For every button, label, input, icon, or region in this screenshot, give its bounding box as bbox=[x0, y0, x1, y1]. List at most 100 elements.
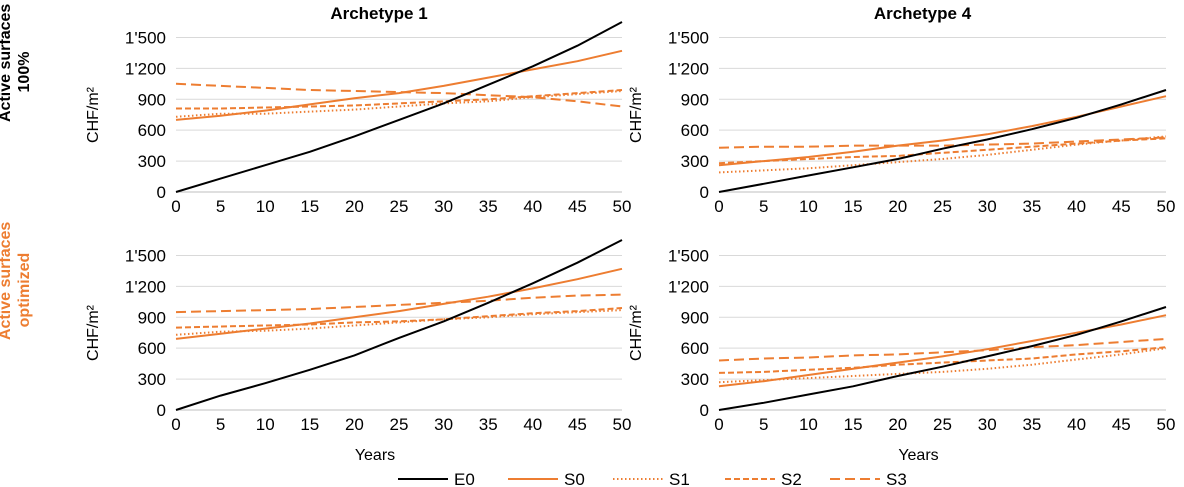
x-tick-label: 15 bbox=[300, 197, 319, 216]
legend-item-s1: S1 bbox=[613, 470, 690, 487]
x-tick-label: 30 bbox=[978, 197, 997, 216]
x-tick-label: 35 bbox=[1022, 415, 1041, 434]
x-tick-label: 15 bbox=[844, 415, 863, 434]
x-tick-label: 25 bbox=[933, 197, 952, 216]
y-tick-label: 900 bbox=[681, 90, 709, 109]
x-tick-label: 45 bbox=[568, 197, 587, 216]
x-tick-label: 5 bbox=[216, 415, 225, 434]
y-tick-label: 900 bbox=[681, 308, 709, 327]
y-axis-label: CHF/m² bbox=[628, 86, 645, 143]
y-tick-label: 1'500 bbox=[668, 28, 709, 47]
x-axis-label: Years bbox=[898, 447, 938, 464]
series-line-s2 bbox=[718, 346, 1167, 374]
x-tick-label: 50 bbox=[1157, 415, 1176, 434]
y-tick-label: 300 bbox=[138, 370, 166, 389]
x-tick-label: 45 bbox=[568, 415, 587, 434]
panel-title: Archetype 1 bbox=[330, 4, 427, 23]
x-axis-label: Years bbox=[355, 447, 395, 464]
y-axis-label: CHF/m² bbox=[85, 86, 102, 143]
x-tick-label: 0 bbox=[714, 197, 723, 216]
x-tick-label: 15 bbox=[300, 415, 319, 434]
y-tick-label: 0 bbox=[157, 183, 166, 202]
y-tick-label: 1'500 bbox=[125, 28, 166, 47]
legend-label: S1 bbox=[669, 470, 690, 487]
y-tick-label: 0 bbox=[700, 401, 709, 420]
y-tick-label: 900 bbox=[138, 308, 166, 327]
x-tick-label: 45 bbox=[1112, 197, 1131, 216]
y-axis-label: CHF/m² bbox=[85, 304, 102, 361]
x-tick-label: 20 bbox=[345, 415, 364, 434]
x-tick-label: 0 bbox=[171, 197, 180, 216]
panel-1: 0 300 600 900 1'200 1'500 0 5 10 15 20 25 30 35 40 45 50… bbox=[85, 4, 631, 216]
x-tick-label: 20 bbox=[888, 197, 907, 216]
x-tick-label: 5 bbox=[216, 197, 225, 216]
x-tick-label: 0 bbox=[171, 415, 180, 434]
legend-label: S2 bbox=[781, 470, 802, 487]
x-tick-label: 20 bbox=[345, 197, 364, 216]
x-tick-label: 10 bbox=[799, 415, 818, 434]
legend-label: E0 bbox=[454, 470, 475, 487]
x-tick-label: 35 bbox=[479, 197, 498, 216]
x-tick-label: 45 bbox=[1112, 415, 1131, 434]
x-tick-label: 40 bbox=[523, 197, 542, 216]
x-tick-label: 35 bbox=[479, 415, 498, 434]
x-tick-label: 40 bbox=[1067, 197, 1086, 216]
y-tick-label: 900 bbox=[138, 90, 166, 109]
legend-item-e0: E0 bbox=[398, 470, 475, 487]
x-tick-label: 25 bbox=[390, 415, 409, 434]
legend-label: S3 bbox=[886, 470, 907, 487]
y-tick-label: 1'200 bbox=[125, 277, 166, 296]
x-tick-label: 5 bbox=[759, 415, 768, 434]
x-tick-label: 5 bbox=[759, 197, 768, 216]
x-tick-label: 25 bbox=[933, 415, 952, 434]
y-tick-label: 600 bbox=[138, 339, 166, 358]
legend-label: S0 bbox=[564, 470, 585, 487]
series-line-s3 bbox=[175, 293, 623, 314]
y-tick-label: 300 bbox=[681, 370, 709, 389]
panel-title: Archetype 4 bbox=[874, 4, 972, 23]
x-tick-label: 35 bbox=[1022, 197, 1041, 216]
panel-2: 0 300 600 900 1'200 1'500 0 5 10 15 20 25 30 35 40 45 50… bbox=[628, 4, 1175, 216]
x-tick-label: 50 bbox=[613, 197, 632, 216]
x-tick-label: 25 bbox=[390, 197, 409, 216]
series-line-e0 bbox=[175, 239, 623, 411]
legend-item-s3: S3 bbox=[830, 470, 907, 487]
x-tick-label: 30 bbox=[434, 197, 453, 216]
x-tick-label: 30 bbox=[978, 415, 997, 434]
x-tick-label: 40 bbox=[1067, 415, 1086, 434]
x-tick-label: 40 bbox=[523, 415, 542, 434]
series-line-s0 bbox=[718, 314, 1167, 388]
legend: E0 S0 S1 S2 S3 bbox=[398, 470, 907, 487]
series-line-s2 bbox=[176, 89, 623, 110]
y-tick-label: 1'500 bbox=[668, 246, 709, 265]
y-tick-label: 1'200 bbox=[668, 277, 709, 296]
x-tick-label: 10 bbox=[256, 415, 275, 434]
y-tick-label: 300 bbox=[681, 152, 709, 171]
x-tick-label: 50 bbox=[613, 415, 632, 434]
x-tick-label: 30 bbox=[434, 415, 453, 434]
x-tick-label: 50 bbox=[1157, 197, 1176, 216]
x-tick-label: 20 bbox=[888, 415, 907, 434]
x-tick-label: 10 bbox=[256, 197, 275, 216]
series-line-e0 bbox=[718, 89, 1167, 193]
legend-item-s2: S2 bbox=[725, 470, 802, 487]
y-tick-label: 1'200 bbox=[125, 59, 166, 78]
series-line-e0 bbox=[175, 21, 623, 193]
series-line-e0 bbox=[718, 306, 1167, 411]
x-tick-label: 0 bbox=[714, 415, 723, 434]
legend-item-s0: S0 bbox=[508, 470, 585, 487]
panel-3: 0 300 600 900 1'200 1'500 0 5 10 15 20 25 30 35 40 45 50… bbox=[85, 239, 632, 464]
series-line-s0 bbox=[175, 267, 623, 340]
series-line-s2 bbox=[718, 137, 1167, 165]
x-tick-label: 15 bbox=[844, 197, 863, 216]
y-tick-label: 0 bbox=[157, 401, 166, 420]
series-line-s0 bbox=[175, 49, 623, 121]
series-line-s1 bbox=[718, 347, 1167, 384]
y-tick-label: 1'500 bbox=[125, 246, 166, 265]
y-tick-label: 0 bbox=[700, 183, 709, 202]
y-tick-label: 600 bbox=[681, 339, 709, 358]
y-tick-label: 300 bbox=[138, 152, 166, 171]
y-axis-label: CHF/m² bbox=[628, 304, 645, 361]
panel-4: 0 300 600 900 1'200 1'500 0 5 10 15 20 25 30 35 40 45 50… bbox=[628, 246, 1175, 464]
